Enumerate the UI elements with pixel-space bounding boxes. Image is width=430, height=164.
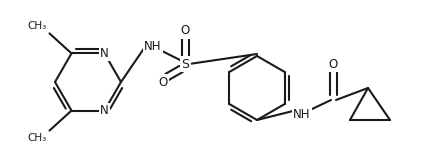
Text: CH₃: CH₃	[27, 133, 46, 143]
Text: O: O	[329, 58, 338, 71]
Text: N: N	[100, 104, 109, 117]
Text: N: N	[100, 47, 109, 60]
Text: NH: NH	[293, 109, 311, 122]
Text: S: S	[181, 58, 189, 71]
Text: O: O	[158, 75, 168, 89]
Text: NH: NH	[144, 40, 162, 52]
Text: CH₃: CH₃	[27, 21, 46, 31]
Text: O: O	[180, 24, 190, 38]
